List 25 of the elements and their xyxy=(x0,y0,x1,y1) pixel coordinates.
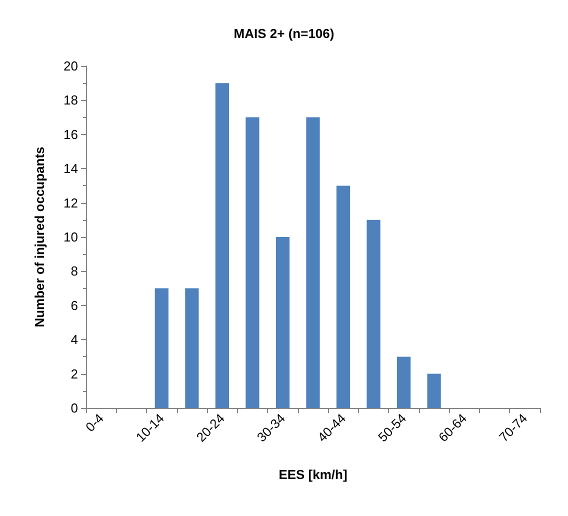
y-tick-label: 16 xyxy=(64,126,78,142)
bar xyxy=(306,117,320,408)
bar xyxy=(396,356,411,408)
bar xyxy=(427,374,441,408)
x-tick-label: 0-4 xyxy=(82,410,106,435)
y-tick-label: 2 xyxy=(70,366,78,382)
y-tick-label: 8 xyxy=(70,264,78,279)
y-tick-label: 4 xyxy=(70,332,78,348)
bar xyxy=(246,117,260,408)
bar xyxy=(215,83,230,408)
y-axis-title: Number of injured occupants xyxy=(32,146,47,328)
bar xyxy=(336,186,350,408)
bar xyxy=(366,220,380,408)
y-tick-label: 10 xyxy=(64,230,78,244)
y-tick-label: 14 xyxy=(64,161,78,176)
y-tick-label: 20 xyxy=(64,58,78,74)
y-tick-label: 18 xyxy=(64,92,78,108)
bar xyxy=(185,288,199,408)
x-axis-title: EES [km/h] xyxy=(278,467,348,482)
y-tick-label: 12 xyxy=(64,195,78,210)
bar xyxy=(276,237,290,408)
y-tick-label: 0 xyxy=(70,400,78,416)
bar xyxy=(154,288,168,408)
y-tick-label: 6 xyxy=(70,298,78,313)
chart-title: MAIS 2+ (n=106) xyxy=(234,26,334,41)
